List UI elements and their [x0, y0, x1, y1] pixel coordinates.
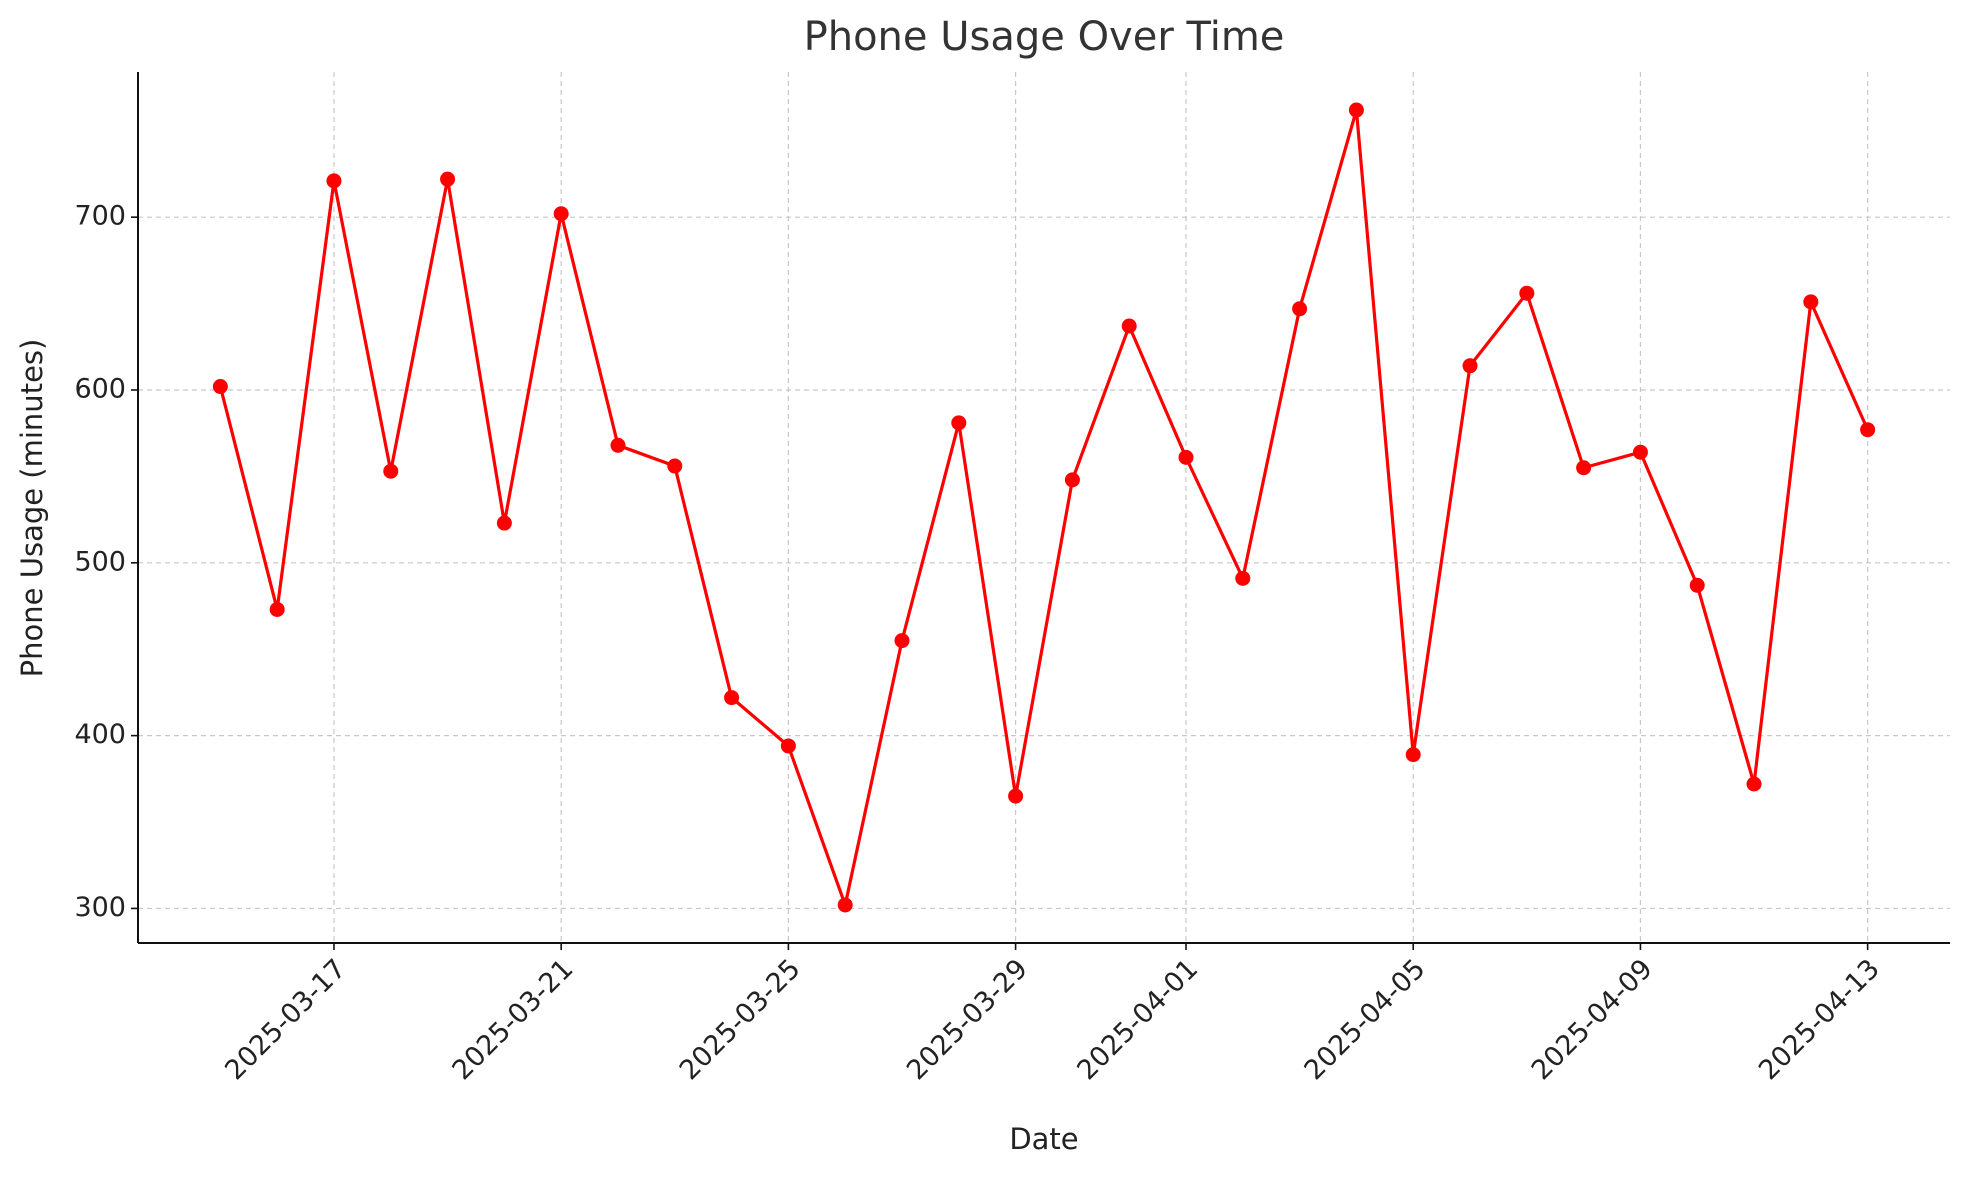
point	[1746, 776, 1762, 792]
x-tick-label: 2025-04-01	[1071, 953, 1204, 1086]
point	[1860, 422, 1876, 438]
x-tick-label: 2025-04-05	[1299, 953, 1432, 1086]
y-tick-label: 400	[74, 719, 126, 750]
x-tick-label: 2025-03-29	[901, 953, 1034, 1086]
x-tick-label: 2025-04-09	[1526, 953, 1659, 1086]
point	[1462, 358, 1478, 374]
point	[1292, 301, 1308, 317]
point	[1235, 570, 1251, 586]
point	[1008, 788, 1024, 804]
point	[1121, 318, 1137, 334]
point	[269, 601, 285, 617]
point	[1689, 577, 1705, 593]
point	[553, 206, 569, 222]
line	[218, 108, 1870, 907]
point	[440, 171, 456, 187]
point	[1064, 472, 1080, 488]
point	[383, 463, 399, 479]
point	[1519, 285, 1535, 301]
point	[1348, 102, 1364, 118]
point	[667, 458, 683, 474]
y-axis-label: Phone Usage (minutes)	[15, 339, 49, 678]
point	[1178, 449, 1194, 465]
point	[837, 897, 853, 913]
point	[1803, 294, 1819, 310]
point	[780, 738, 796, 754]
y-tick-label: 600	[74, 373, 126, 404]
point	[326, 173, 342, 189]
x-tick-label: 2025-03-17	[219, 953, 352, 1086]
chart-title: Phone Usage Over Time	[804, 14, 1285, 60]
point	[1405, 747, 1421, 763]
y-tick-label: 700	[74, 201, 126, 232]
x-tick-label: 2025-03-21	[447, 953, 580, 1086]
point	[610, 437, 626, 453]
x-tick-label: 2025-04-13	[1753, 953, 1886, 1086]
y-tick-label: 500	[74, 546, 126, 577]
point	[951, 415, 967, 431]
point	[212, 379, 228, 395]
y-tick-label: 300	[74, 892, 126, 923]
point	[496, 515, 512, 531]
point	[894, 633, 910, 649]
x-axis-label: Date	[1009, 1122, 1078, 1156]
point	[724, 690, 740, 706]
point	[1632, 444, 1648, 460]
x-tick-label: 2025-03-25	[674, 953, 807, 1086]
point	[1576, 460, 1592, 476]
